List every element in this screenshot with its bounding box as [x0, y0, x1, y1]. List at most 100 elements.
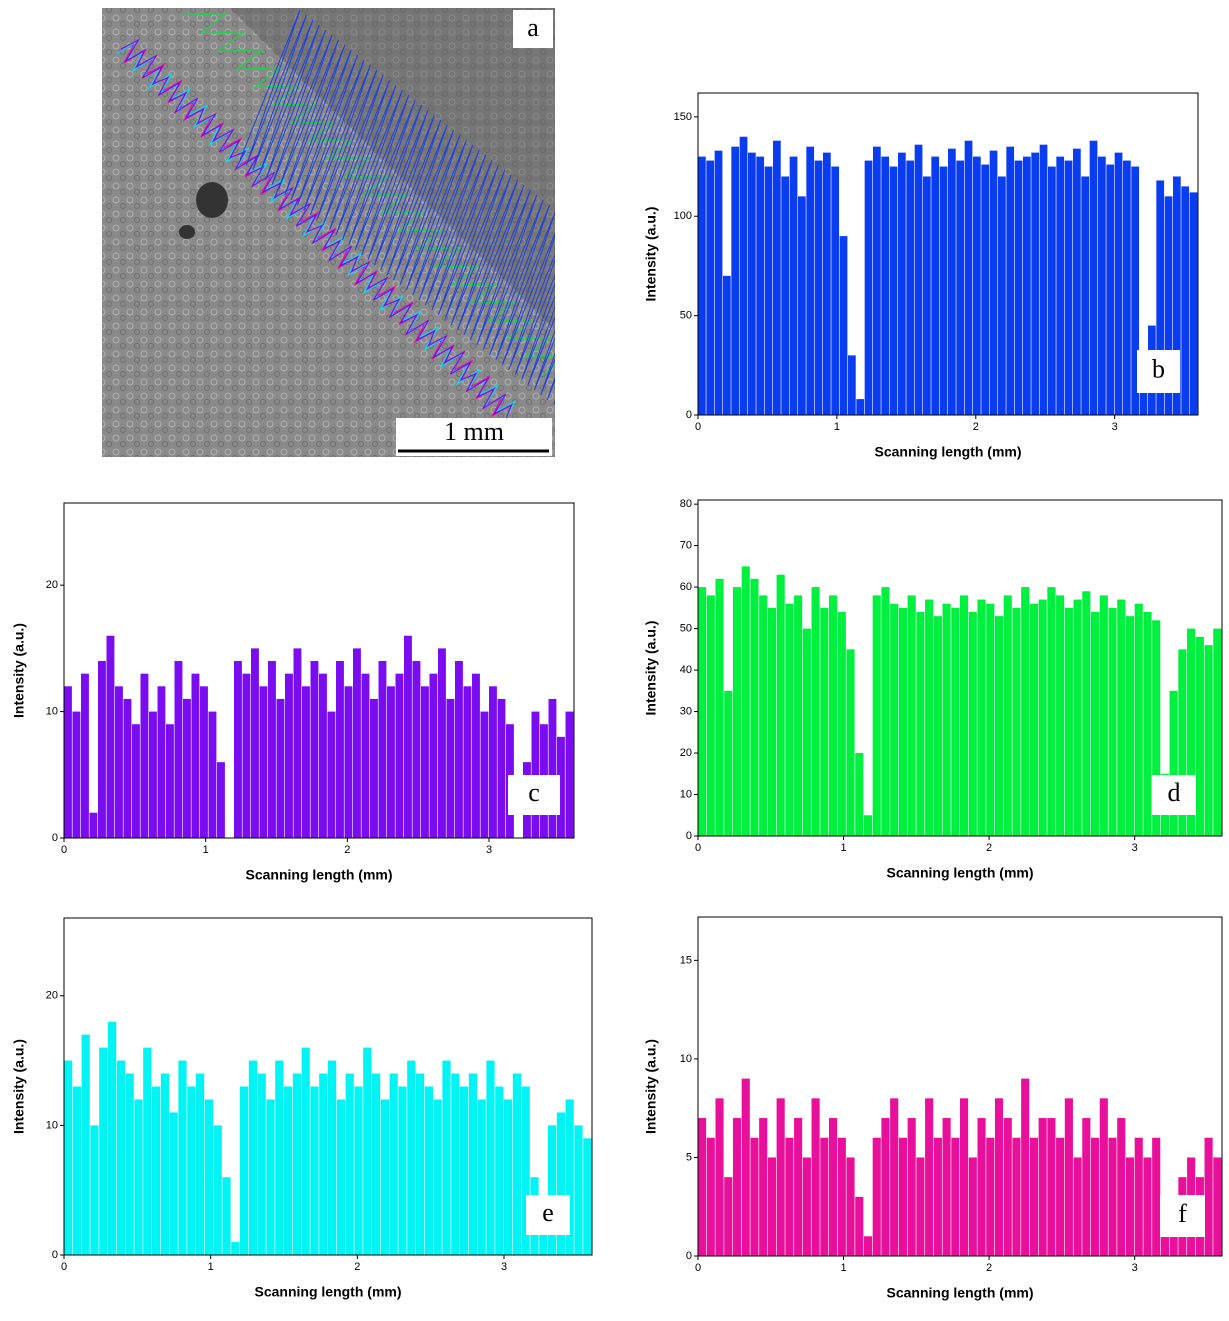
x-axis-label: Scanning length (mm)	[887, 1285, 1034, 1301]
bar	[64, 686, 72, 838]
bar	[794, 1118, 803, 1256]
bar	[785, 1137, 794, 1256]
bar	[1081, 176, 1090, 415]
bar	[477, 1099, 486, 1255]
bar	[951, 607, 960, 836]
bar	[574, 1125, 583, 1255]
bar	[1125, 1157, 1135, 1256]
panel-label-box	[526, 1195, 570, 1235]
bar	[925, 599, 934, 836]
bar	[1091, 612, 1100, 836]
bar	[1181, 186, 1190, 415]
bar	[767, 1157, 776, 1256]
bar	[750, 578, 759, 836]
bar	[739, 136, 748, 415]
bar	[106, 635, 115, 838]
y-tick-label: 0	[52, 832, 58, 844]
bar	[108, 1021, 117, 1255]
bar	[378, 661, 387, 838]
plot-frame	[63, 502, 575, 839]
y-tick-label: 50	[680, 622, 692, 634]
bar	[398, 1086, 407, 1255]
bar	[285, 673, 293, 838]
bar	[404, 635, 412, 838]
x-tick-label: 2	[344, 844, 350, 856]
bar	[829, 1118, 838, 1256]
bar	[923, 176, 931, 415]
bar	[907, 595, 916, 836]
x-tick-label: 1	[208, 1261, 214, 1273]
bar	[489, 686, 497, 838]
bar	[811, 587, 820, 836]
bar	[741, 1078, 750, 1256]
bar	[463, 686, 472, 838]
bar	[1164, 196, 1173, 415]
bar	[1003, 1118, 1012, 1256]
bar	[1204, 1137, 1213, 1256]
bar	[336, 661, 344, 838]
bar	[1056, 595, 1065, 836]
bar	[933, 616, 942, 836]
bar	[565, 711, 574, 838]
bar	[421, 686, 429, 838]
bar	[925, 1098, 934, 1256]
sem-image	[102, 8, 555, 457]
bar	[1029, 1137, 1038, 1256]
bar	[1160, 1236, 1169, 1256]
bar	[981, 164, 990, 415]
bar	[1123, 160, 1131, 415]
bar	[986, 603, 995, 836]
bar	[1213, 628, 1222, 836]
bar	[837, 1137, 846, 1256]
bar	[802, 1157, 811, 1256]
bar	[1143, 612, 1152, 836]
bar	[123, 698, 132, 838]
bar	[345, 1073, 354, 1255]
x-tick-label: 1	[203, 844, 209, 856]
y-axis-label: Intensity (a.u.)	[643, 1039, 659, 1134]
bar	[486, 1060, 495, 1255]
bar	[1031, 152, 1040, 415]
bar	[495, 1086, 504, 1255]
bar	[1048, 166, 1056, 415]
bar	[354, 1086, 363, 1255]
bar	[1195, 636, 1204, 836]
bar	[497, 698, 506, 838]
bar	[823, 152, 831, 415]
plot-frame	[63, 917, 593, 1256]
bar	[706, 160, 715, 415]
bar	[1131, 166, 1140, 415]
bar	[942, 1118, 951, 1256]
y-tick-label: 0	[686, 1250, 692, 1262]
bar	[898, 607, 907, 836]
bar	[143, 1047, 152, 1255]
bar	[266, 1099, 275, 1255]
bar	[998, 176, 1006, 415]
bar	[977, 599, 986, 836]
bar	[442, 1060, 451, 1255]
bar	[881, 1118, 890, 1256]
bar	[200, 686, 208, 838]
bar	[916, 1157, 925, 1256]
panel-label: a	[527, 13, 539, 42]
scan-line	[120, 38, 513, 420]
panel-label: b	[1152, 354, 1165, 383]
bar	[81, 1034, 90, 1255]
x-axis-label: Scanning length (mm)	[255, 1284, 402, 1300]
bar	[242, 673, 251, 838]
panel-label-box	[1152, 775, 1196, 815]
y-tick-label: 150	[674, 111, 692, 123]
y-tick-label: 10	[680, 788, 692, 800]
scan-line	[239, 9, 555, 406]
bar	[1006, 146, 1015, 415]
x-tick-label: 3	[486, 844, 492, 856]
bar	[1056, 1137, 1065, 1256]
bar	[820, 607, 829, 836]
bar	[872, 1137, 881, 1256]
bar	[1047, 587, 1056, 836]
x-axis-label: Scanning length (mm)	[875, 444, 1022, 460]
bar	[363, 1047, 372, 1255]
bar	[302, 686, 310, 838]
bar	[204, 1099, 213, 1255]
